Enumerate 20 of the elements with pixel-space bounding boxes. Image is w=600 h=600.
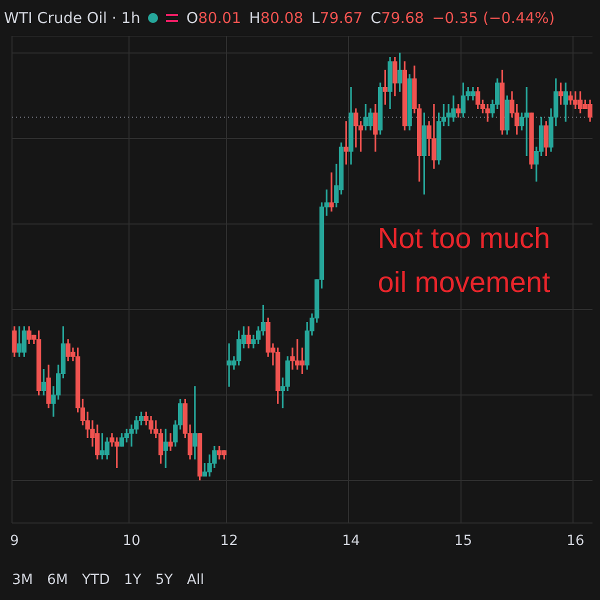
annotation: Not too much oil movement — [378, 223, 550, 299]
text: 5Y — [155, 572, 173, 588]
x-tick-label: 9 — [10, 533, 19, 550]
text: O80.01 — [186, 9, 242, 27]
text: H80.08 — [249, 9, 304, 27]
candlestick — [329, 172, 334, 212]
x-tick-label: 16 — [566, 533, 584, 550]
text: 6M — [47, 572, 68, 588]
chart-title: WTI Crude Oil · 1h — [4, 9, 140, 27]
x-tick-label: 10 — [122, 533, 140, 550]
text: YTD — [82, 572, 110, 588]
x-tick-label: 15 — [454, 533, 472, 550]
x-tick-label: 14 — [342, 533, 360, 550]
text: L79.67 — [311, 9, 363, 27]
text: All — [186, 572, 204, 588]
text: 3M — [12, 572, 33, 588]
x-tick-label: 12 — [220, 533, 238, 550]
text: −0.35 (−0.44%) — [432, 9, 555, 27]
text: C79.68 — [370, 9, 424, 27]
text: 1Y — [124, 572, 142, 588]
